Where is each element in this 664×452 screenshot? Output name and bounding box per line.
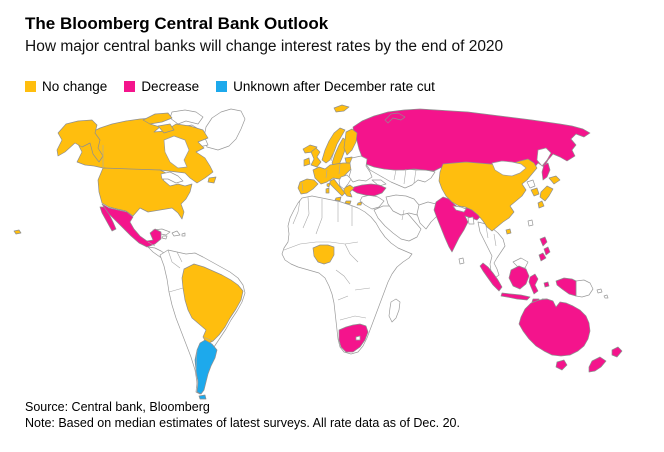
arctic-islands (169, 109, 204, 125)
arctic-islands-canada (142, 112, 173, 125)
countries-unknown (194, 339, 218, 400)
no-change-swatch-icon (25, 81, 36, 92)
sea-of-okhotsk (536, 147, 552, 167)
country-united-kingdom (310, 147, 322, 168)
country-canada-newfoundland (207, 176, 217, 184)
country-china-hainan (505, 228, 512, 235)
country-papua-new-guinea (575, 279, 594, 298)
country-philippines (539, 236, 548, 247)
country-new-zealand-north (611, 346, 623, 358)
region-central-europe (312, 162, 353, 185)
region-caucasus (371, 179, 387, 187)
legend-label-no-change: No change (42, 79, 108, 94)
country-japan-hokkaido (548, 175, 561, 185)
country-lesotho (355, 335, 361, 341)
region-malaysia-borneo (512, 257, 529, 269)
country-jamaica (161, 235, 168, 240)
country-indonesia-sumatra (479, 262, 503, 292)
country-brazil (181, 263, 244, 345)
country-indonesia-java (500, 292, 531, 301)
country-south-korea (530, 187, 540, 197)
country-argentina (194, 339, 218, 395)
country-nepal (452, 205, 467, 213)
legend-label-decrease: Decrease (141, 79, 200, 94)
country-madagascar (388, 298, 401, 323)
legend-item-decrease: Decrease (124, 79, 199, 94)
page-title: The Bloomberg Central Bank Outlook (25, 14, 329, 33)
region-eastern-europe (348, 155, 373, 183)
country-usa-alaska (56, 119, 104, 163)
country-south-africa (338, 323, 369, 353)
country-russia-sakhalin (541, 162, 551, 181)
country-australia-tasmania (555, 359, 568, 371)
country-japan-kyushu (537, 200, 545, 209)
country-greece (343, 184, 355, 198)
country-hispaniola (171, 230, 181, 237)
country-italy-sicily (334, 196, 342, 202)
country-indonesia-sulawesi (528, 273, 539, 295)
country-turkey (351, 183, 387, 197)
country-philippines (538, 252, 547, 262)
region-indochina (477, 221, 506, 279)
solomon-islands (596, 288, 603, 294)
country-mongolia (491, 160, 527, 177)
country-taiwan (527, 219, 534, 227)
country-norway-svalbard (333, 104, 350, 113)
source-note: Source: Central bank, Bloomberg (25, 400, 210, 414)
continent-africa (281, 195, 413, 355)
hudson-bay (163, 135, 190, 169)
country-finland (343, 128, 358, 156)
country-borders (102, 145, 497, 389)
footer: Source: Central bank, Bloomberg Note: Ba… (25, 399, 460, 431)
country-greenland (203, 108, 246, 151)
country-cyprus (356, 201, 363, 206)
region-balkans (338, 174, 352, 190)
country-indonesia-moluccas (543, 281, 550, 288)
page-subtitle: How major central banks will change inte… (25, 38, 504, 55)
country-ireland (303, 157, 311, 167)
country-usa-hawaii (13, 229, 22, 235)
unknown-swatch-icon (216, 81, 228, 92)
country-usa (97, 167, 193, 220)
legend: No change Decrease Unknown after Decembe… (25, 79, 435, 94)
country-nigeria (312, 244, 335, 265)
country-puerto-rico (181, 232, 186, 237)
country-italy-sardinia (325, 187, 330, 194)
region-iberia (297, 178, 319, 195)
white-overlays (160, 135, 552, 341)
country-mexico (101, 203, 162, 248)
country-philippines (543, 246, 551, 256)
solomon-islands (603, 294, 609, 299)
legend-item-unknown: Unknown after December rate cut (216, 79, 435, 94)
great-lakes (160, 171, 184, 184)
arctic-islands-canada (157, 123, 175, 134)
legend-label-unknown: Unknown after December rate cut (233, 79, 435, 94)
methodology-note: Note: Based on median estimates of lates… (25, 416, 460, 430)
country-russia-novaya-zemlya (384, 112, 406, 124)
country-italy (329, 178, 346, 197)
country-bangladesh (467, 216, 475, 225)
country-france-corsica (326, 182, 331, 188)
country-japan-honshu (539, 185, 554, 202)
countries-no-change (13, 104, 561, 345)
country-north-korea (526, 179, 536, 189)
country-mexico-baja (99, 206, 117, 232)
legend-item-no-change: No change (25, 79, 107, 94)
country-new-zealand-south (588, 356, 607, 373)
country-norway (321, 127, 346, 164)
country-indonesia-west-papua (555, 277, 577, 297)
country-australia (518, 298, 591, 357)
country-argentina-tierra-del-fuego (198, 394, 207, 400)
decrease-swatch-icon (124, 81, 136, 92)
country-greece-crete (344, 200, 352, 205)
country-indonesia-borneo (508, 265, 530, 290)
country-sri-lanka (458, 257, 465, 265)
